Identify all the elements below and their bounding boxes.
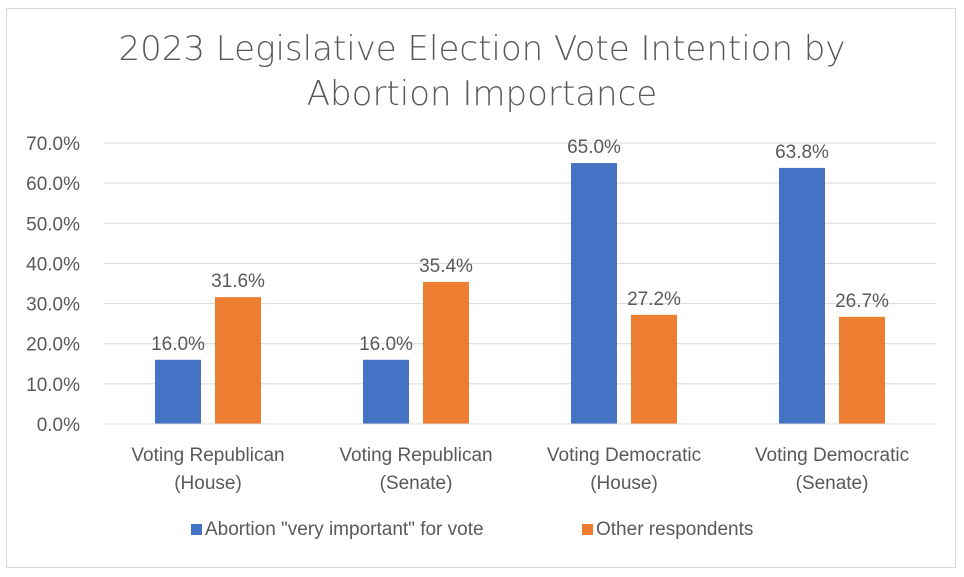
data-label: 26.7% <box>835 291 889 312</box>
chart-title: 2023 Legislative Election Vote Intention… <box>0 27 964 117</box>
y-tick-label: 50.0% <box>26 214 80 235</box>
y-tick-label: 30.0% <box>26 295 80 316</box>
x-category-label: (House) <box>590 473 658 494</box>
data-label: 31.6% <box>211 271 265 292</box>
chart-title-line-2: Abortion Importance <box>306 74 658 114</box>
bar-series-1 <box>779 167 825 425</box>
x-category-label: (Senate) <box>380 473 453 494</box>
y-tick-label: 20.0% <box>26 335 80 356</box>
y-tick-label: 40.0% <box>26 254 80 275</box>
x-category-label: (Senate) <box>796 473 869 494</box>
bar-series-1 <box>571 163 617 425</box>
chart-title-line-1: 2023 Legislative Election Vote Intention… <box>118 29 846 69</box>
data-label: 16.0% <box>151 334 205 355</box>
data-label: 63.8% <box>775 142 829 163</box>
bar-series-1 <box>363 359 409 424</box>
x-category-label: Voting Democratic <box>755 445 909 466</box>
legend-swatch-2 <box>582 524 593 535</box>
data-label: 35.4% <box>419 256 473 277</box>
y-tick-label: 70.0% <box>26 134 80 155</box>
x-category-label: Voting Republican <box>339 445 492 466</box>
x-category-label: Voting Democratic <box>547 445 701 466</box>
bar-series-2 <box>631 314 677 424</box>
bar-series-1 <box>155 359 201 424</box>
bar-series-2 <box>839 316 885 424</box>
legend-swatch-1 <box>191 524 202 535</box>
x-category-label: (House) <box>174 473 242 494</box>
y-tick-label: 0.0% <box>37 415 80 436</box>
data-label: 16.0% <box>359 334 413 355</box>
y-tick-label: 10.0% <box>26 375 80 396</box>
data-label: 27.2% <box>627 289 681 310</box>
x-category-label: Voting Republican <box>131 445 284 466</box>
y-tick-label: 60.0% <box>26 174 80 195</box>
bar-series-2 <box>215 297 261 424</box>
data-label: 65.0% <box>567 137 621 158</box>
legend-label: Other respondents <box>596 519 753 540</box>
legend-label: Abortion "very important" for vote <box>205 519 484 540</box>
bar-series-2 <box>423 281 469 424</box>
